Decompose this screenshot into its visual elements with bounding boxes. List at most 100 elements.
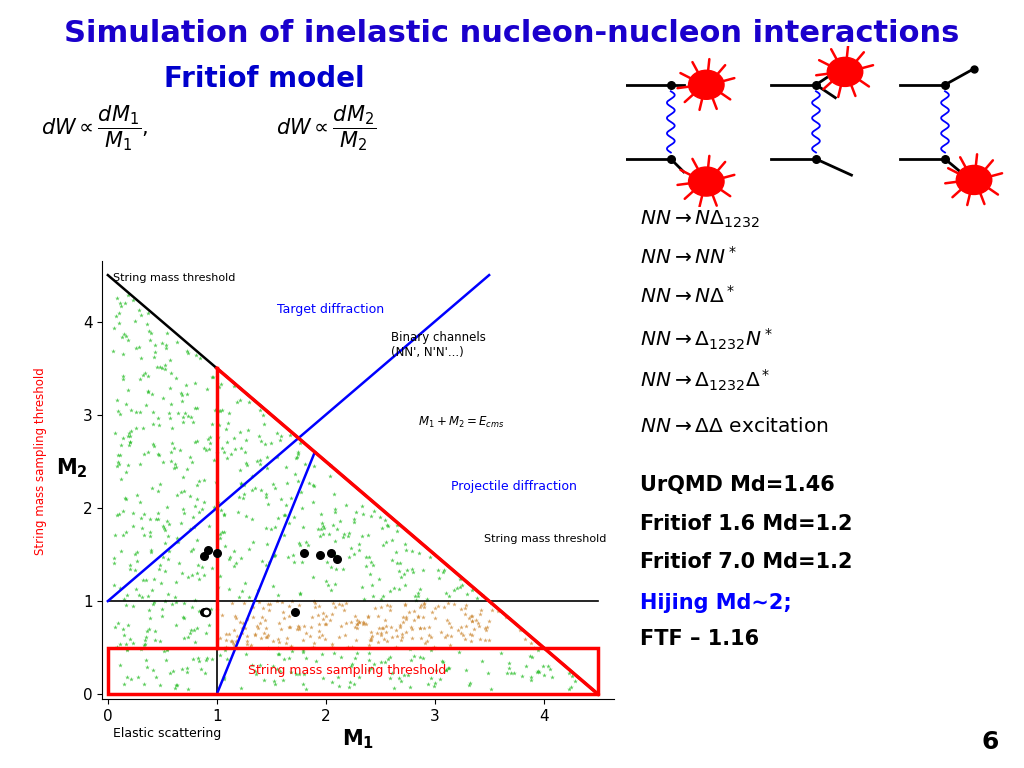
Point <box>429 600 445 612</box>
Point <box>108 621 124 633</box>
Point <box>186 402 203 414</box>
Point <box>350 670 367 683</box>
Point <box>210 496 226 508</box>
Point <box>453 581 469 593</box>
Point <box>196 606 212 618</box>
Point <box>291 623 307 635</box>
Point <box>375 622 391 634</box>
Point <box>196 550 212 562</box>
Point <box>231 491 248 503</box>
Point <box>348 505 365 518</box>
Point <box>395 611 412 623</box>
Point <box>314 648 331 660</box>
Point <box>194 502 210 515</box>
Point <box>131 341 147 353</box>
Point <box>122 430 138 442</box>
Point <box>133 309 150 321</box>
Point <box>390 672 407 684</box>
Point <box>153 559 169 571</box>
Point <box>228 611 245 624</box>
Point <box>183 624 200 637</box>
Point <box>327 506 343 518</box>
Point <box>435 566 452 578</box>
Point <box>209 604 225 617</box>
Point <box>218 641 234 654</box>
Point <box>187 377 204 389</box>
Point <box>229 505 246 518</box>
Point <box>112 297 128 310</box>
Point <box>170 536 186 548</box>
Point <box>141 512 158 525</box>
Point <box>396 598 413 610</box>
Point <box>244 484 260 496</box>
Point <box>463 635 479 647</box>
Point <box>376 634 392 646</box>
Point <box>258 522 274 535</box>
Point <box>216 509 232 521</box>
Ellipse shape <box>827 58 863 87</box>
Point <box>244 469 260 482</box>
Point <box>291 599 307 611</box>
Point <box>300 539 316 551</box>
Point <box>310 631 327 643</box>
Point <box>282 600 298 612</box>
Point <box>201 619 217 631</box>
Point <box>244 513 260 525</box>
Point <box>125 508 141 520</box>
Point <box>110 405 126 417</box>
Point <box>245 601 261 613</box>
Point <box>204 418 220 430</box>
Point <box>404 631 421 644</box>
Point <box>122 435 138 448</box>
Point <box>280 551 296 563</box>
Y-axis label: $\mathbf{M_2}$: $\mathbf{M_2}$ <box>56 456 88 480</box>
Point <box>186 635 203 647</box>
Point <box>313 628 330 641</box>
Point <box>145 440 162 452</box>
Point <box>263 523 280 535</box>
Point <box>437 631 454 644</box>
Point <box>457 602 473 614</box>
Point <box>232 478 249 490</box>
Point <box>183 545 200 557</box>
Point <box>372 511 388 523</box>
Point <box>458 664 474 676</box>
Point <box>350 538 367 550</box>
Point <box>440 591 457 603</box>
Point <box>206 454 222 466</box>
Text: Binary channels
(NN', N'N'...): Binary channels (NN', N'N'...) <box>391 331 486 359</box>
Point <box>131 303 147 316</box>
Point <box>362 634 379 647</box>
Point <box>216 446 232 458</box>
Point <box>399 564 416 576</box>
Point <box>362 662 379 674</box>
Point <box>319 579 336 591</box>
Point <box>462 628 478 641</box>
Point <box>163 455 179 467</box>
Point <box>295 646 311 658</box>
Point <box>260 642 276 654</box>
Point <box>388 624 404 637</box>
Point <box>350 544 367 556</box>
Point <box>283 492 299 505</box>
Point <box>297 683 313 695</box>
Point <box>464 629 480 641</box>
Point <box>120 619 136 631</box>
Point <box>212 378 228 390</box>
Point <box>419 635 435 647</box>
Point <box>141 623 158 635</box>
Point <box>429 564 445 576</box>
Point <box>360 639 377 651</box>
Point <box>115 369 131 382</box>
Point <box>407 614 423 627</box>
Point <box>217 644 233 656</box>
Point <box>663 153 679 165</box>
Point <box>393 675 410 687</box>
Point <box>146 634 163 646</box>
Point <box>129 554 145 567</box>
Point <box>322 614 338 626</box>
Point <box>289 604 305 617</box>
Point <box>284 605 300 617</box>
Point <box>255 409 271 421</box>
Point <box>362 568 379 580</box>
